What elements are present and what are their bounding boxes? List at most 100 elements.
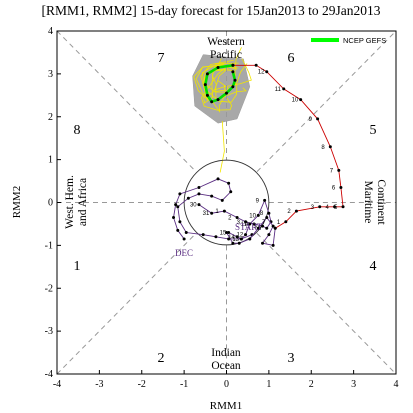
series-point: [214, 235, 218, 239]
series-point: [318, 205, 322, 209]
legend: NCEP GEFS: [311, 36, 386, 45]
y-tick-label: 3: [48, 69, 53, 80]
series-line-forecast_mean: [232, 64, 344, 229]
y-tick-label: 4: [48, 26, 53, 37]
series-point: [178, 220, 182, 224]
series-layer: [172, 63, 345, 247]
x-tick-label: -2: [138, 379, 146, 390]
series-point: [244, 233, 248, 237]
series-point: [254, 63, 258, 67]
series-point: [225, 91, 228, 95]
y-tick-label: -1: [45, 240, 53, 251]
x-tick-label: -1: [180, 379, 188, 390]
point-label: 8: [321, 145, 325, 151]
x-tick-label: 0: [224, 379, 229, 390]
region-indian-ocean-line1: Indian: [211, 347, 241, 359]
series-point: [256, 213, 260, 217]
annotation-start: START: [235, 222, 263, 232]
point-label: 7: [262, 220, 266, 226]
series-point: [271, 224, 275, 228]
series-point: [282, 87, 286, 91]
region-western-pacific-line1: Western: [207, 36, 245, 48]
series-point: [252, 222, 256, 226]
series-point: [248, 222, 252, 226]
x-tick-label: 2: [309, 379, 314, 390]
point-label: 2: [287, 209, 291, 215]
series-point: [216, 65, 220, 69]
phase-2-label: 2: [158, 351, 165, 366]
region-westhem-line2: and Africa: [77, 178, 89, 226]
x-tick-label: 3: [351, 379, 356, 390]
series-point: [263, 198, 267, 202]
series-point: [184, 231, 188, 235]
series-point: [197, 203, 201, 207]
series-line-observed_jan: [198, 199, 272, 240]
series-point: [203, 83, 207, 87]
region-labels: Western Pacific Indian Ocean Maritime Co…: [64, 36, 387, 372]
series-point: [273, 226, 277, 230]
series-point: [176, 228, 180, 232]
series-point: [256, 226, 260, 230]
chart-title: [RMM1, RMM2] 15-day forecast for 15Jan20…: [42, 3, 381, 18]
series-point: [237, 241, 241, 245]
series-point: [233, 78, 237, 82]
ensemble-member-tail: [219, 121, 225, 173]
series-point: [341, 205, 345, 209]
series-point: [339, 185, 343, 189]
y-tick-label: -4: [45, 369, 53, 380]
phase-guides: [56, 30, 397, 375]
series-point: [299, 98, 303, 102]
series-point: [182, 237, 186, 241]
series-point: [205, 72, 209, 76]
region-western-pacific-line2: Pacific: [210, 49, 242, 61]
ensemble-member: [200, 59, 234, 104]
x-axis: -4 -3 -2 -1 0 1 2 3 4: [53, 370, 399, 390]
region-westhem-line1: West. Hem.: [64, 175, 76, 229]
series-point: [316, 117, 320, 121]
point-label: 10: [292, 98, 299, 104]
series-point: [216, 177, 220, 181]
series-point: [220, 198, 224, 202]
series-point: [225, 231, 228, 235]
series-point: [248, 237, 252, 241]
phase-1-label: 1: [74, 259, 81, 274]
series-point: [265, 216, 269, 220]
point-label: 4: [326, 205, 330, 211]
point-label: 11: [241, 222, 248, 228]
phase-4-label: 4: [370, 259, 377, 274]
series-point: [244, 220, 248, 224]
y-axis-label: RMM2: [11, 186, 23, 218]
series-point: [265, 226, 269, 230]
series-point: [176, 205, 180, 209]
x-tick-label: 4: [394, 379, 399, 390]
point-label: 6: [332, 185, 336, 191]
y-tick-label: 1: [48, 155, 53, 166]
point-label: 2: [228, 216, 232, 222]
x-tick-label: -3: [95, 379, 103, 390]
region-maritime-line1: Maritime: [362, 181, 374, 224]
point-label: 9: [256, 198, 260, 204]
series-point: [333, 205, 337, 209]
series-point: [186, 196, 190, 200]
series-point: [337, 168, 341, 172]
series-point: [265, 70, 269, 74]
guide-diagonal-4: [256, 30, 397, 172]
y-tick-label: -2: [45, 283, 53, 294]
series-point: [261, 224, 265, 228]
annotation-dec: DEC: [175, 248, 193, 258]
series-point: [328, 145, 332, 149]
series-point: [210, 194, 214, 198]
series-point: [197, 192, 201, 196]
series-point: [267, 211, 271, 215]
series-point: [231, 85, 235, 89]
point-label: 7: [330, 168, 334, 174]
x-tick-label: -4: [53, 379, 61, 390]
ensemble-member: [201, 62, 247, 113]
y-tick-label: -3: [45, 326, 53, 337]
y-tick-label: 2: [48, 112, 53, 123]
point-label: 12: [258, 70, 265, 76]
phase-8-label: 8: [74, 123, 81, 138]
point-label: 3: [237, 220, 241, 226]
guide-diagonal-3: [56, 233, 197, 375]
series-point: [227, 231, 231, 235]
